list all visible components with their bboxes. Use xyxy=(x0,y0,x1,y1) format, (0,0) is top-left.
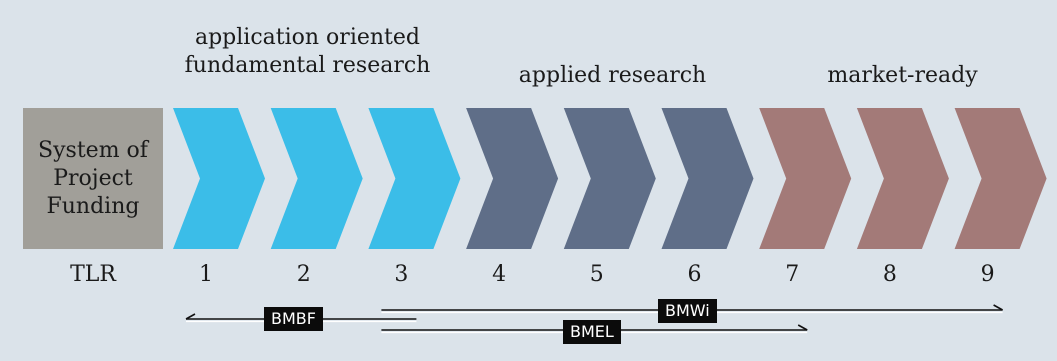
chevron-tlr-6 xyxy=(661,108,754,249)
system-of-project-funding-box: System of Project Funding xyxy=(23,108,163,249)
chevron-tlr-4 xyxy=(466,108,559,249)
ministry-badge-bmwi: BMWi xyxy=(658,299,717,323)
phase-title-market: market-ready xyxy=(827,63,978,88)
tlr-level-5: 5 xyxy=(589,262,604,287)
ministry-badge-bmel: BMEL xyxy=(563,320,621,344)
tlr-axis-label: TLR xyxy=(70,262,116,287)
chevron-tlr-1 xyxy=(173,108,265,249)
tlr-level-8: 8 xyxy=(882,262,897,287)
tlr-level-3: 3 xyxy=(394,262,409,287)
chevron-tlr-3 xyxy=(368,108,461,249)
chevron-tlr-5 xyxy=(563,108,656,249)
tlr-level-7: 7 xyxy=(785,262,800,287)
tlr-level-4: 4 xyxy=(492,262,507,287)
phase-title-fundamental: application oriented fundamental researc… xyxy=(184,25,431,78)
tlr-level-2: 2 xyxy=(296,262,311,287)
chevron-tlr-2 xyxy=(270,108,363,249)
chevron-tlr-7 xyxy=(759,108,852,249)
chevron-tlr-8 xyxy=(856,108,949,249)
phase-title-applied: applied research xyxy=(518,63,707,88)
chevron-tlr-9 xyxy=(954,108,1047,249)
ministry-badge-bmbf: BMBF xyxy=(264,307,323,331)
system-box-label: System of Project Funding xyxy=(38,137,148,219)
tlr-level-1: 1 xyxy=(199,262,213,287)
tlr-level-9: 9 xyxy=(980,262,995,287)
tlr-level-6: 6 xyxy=(687,262,702,287)
